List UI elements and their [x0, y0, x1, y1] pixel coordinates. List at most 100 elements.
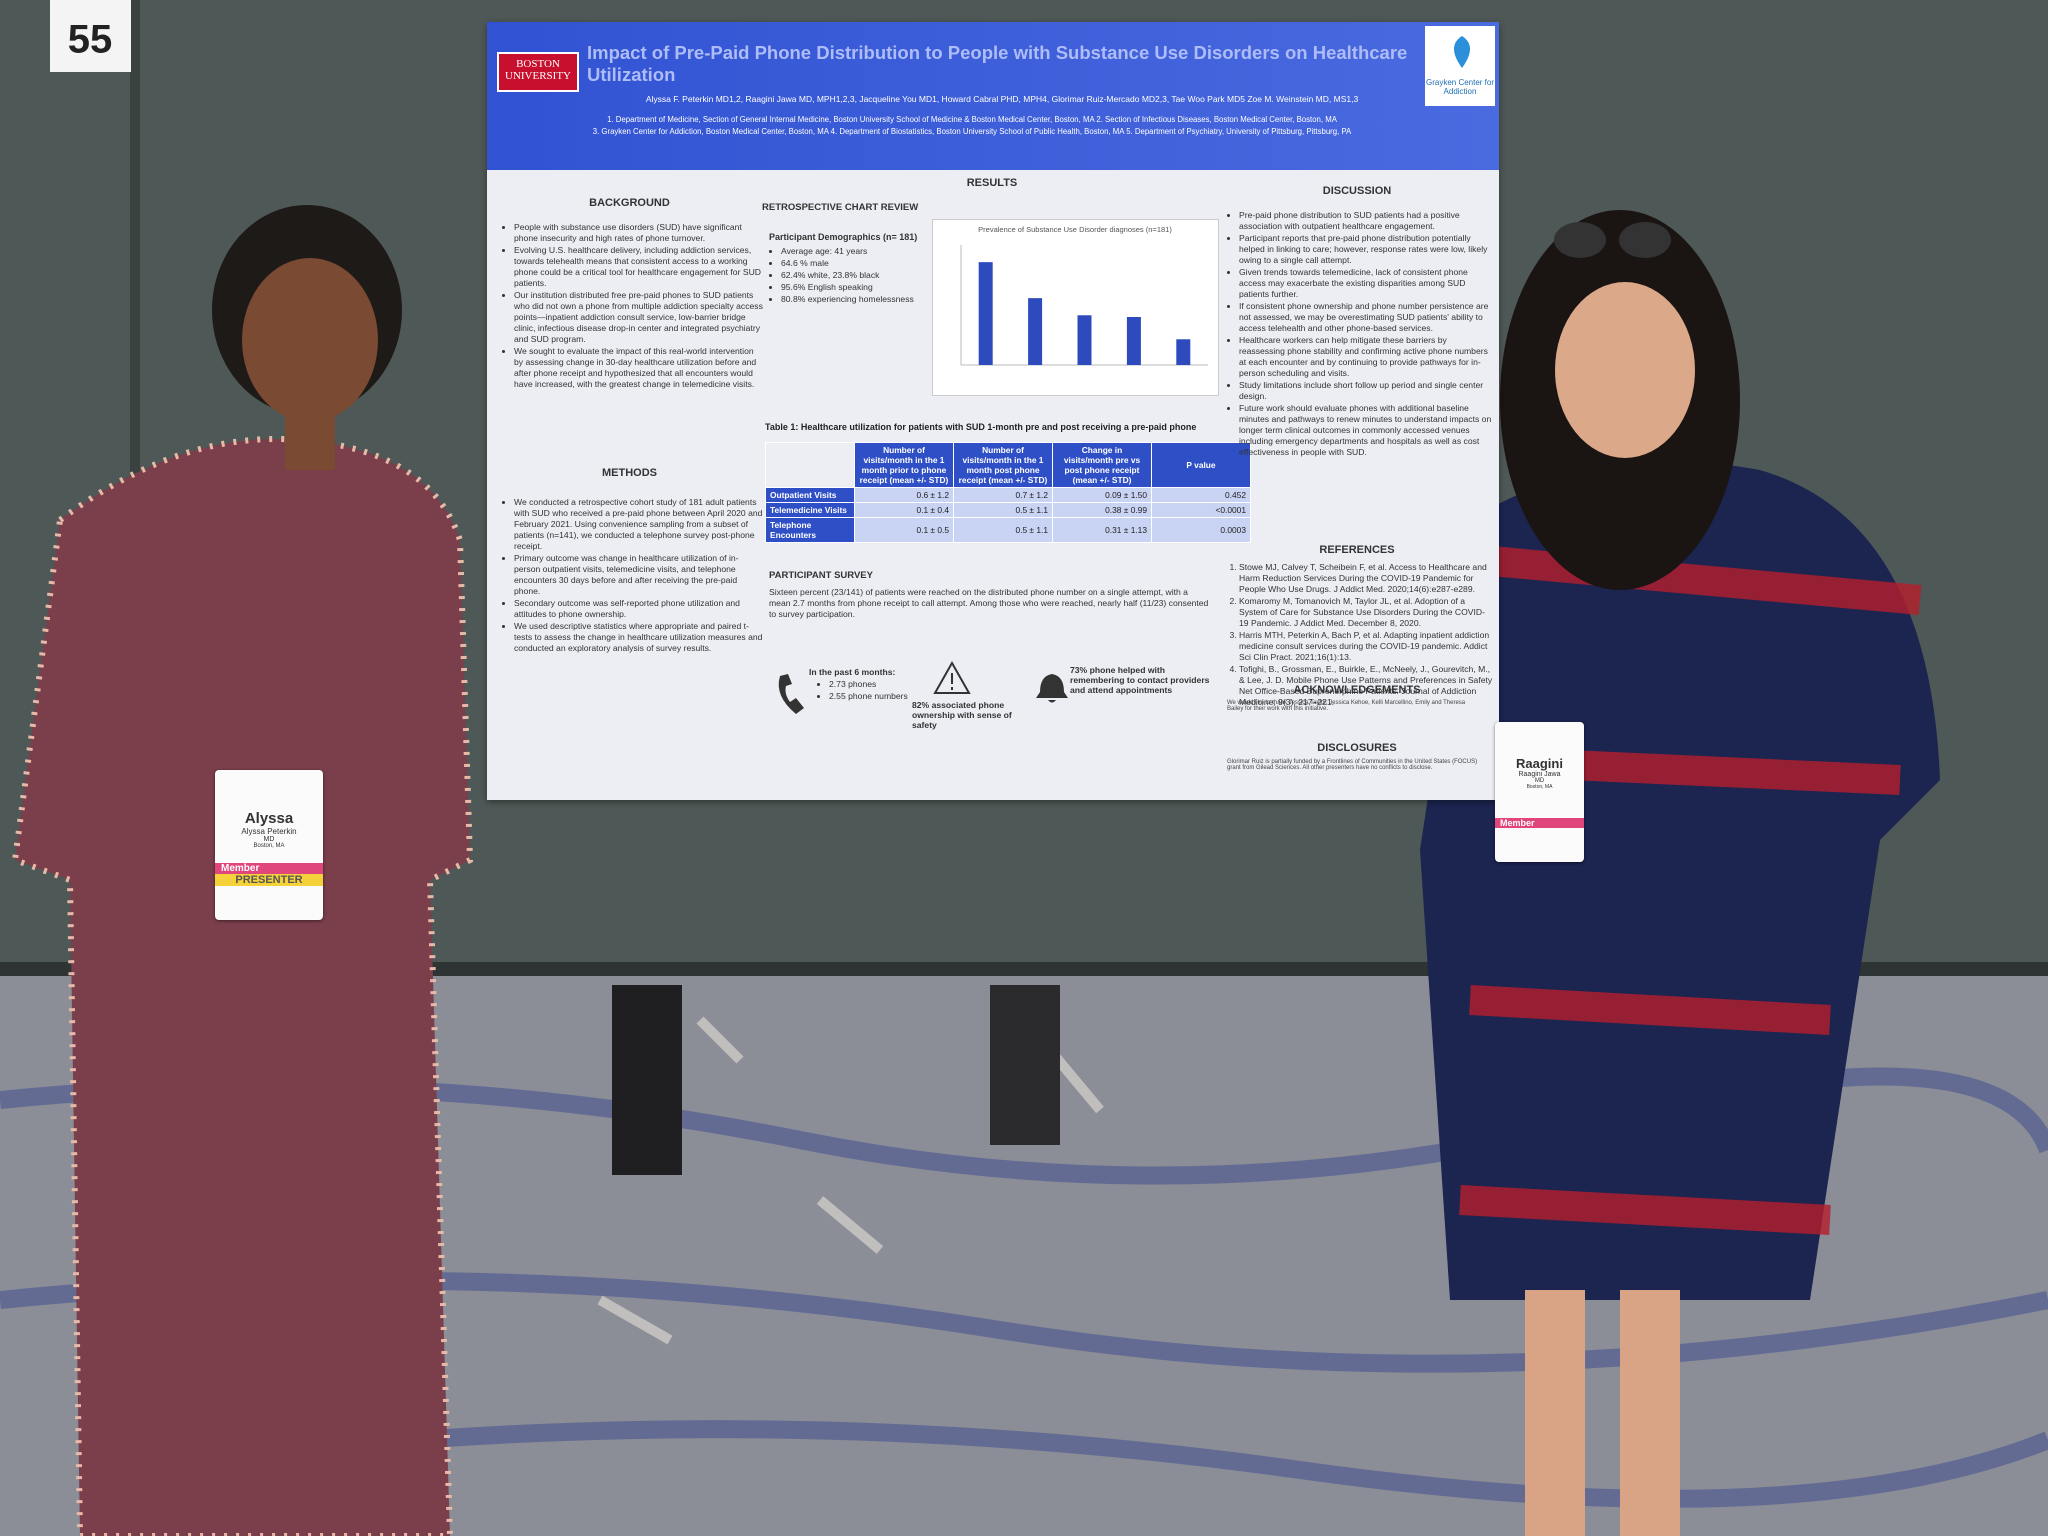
table-cell: <0.0001: [1151, 502, 1251, 518]
poster-header: BOSTON UNIVERSITY Impact of Pre-Paid Pho…: [487, 22, 1499, 170]
logo-icon: [1454, 36, 1470, 68]
list-item: Tofighi, B., Grossman, E., Buirkle, E., …: [1239, 664, 1494, 708]
name-badge: Raagini Raagini Jawa MD Boston, MA Membe…: [1495, 722, 1584, 862]
table-row: Outpatient Visits 0.6 ± 1.2 0.7 ± 1.2 0.09 …: [765, 487, 1251, 503]
poster-title: Impact of Pre-Paid Phone Distribution to…: [587, 42, 1408, 85]
dress-pattern: [1459, 545, 1922, 1235]
row-header: Outpatient Visits: [765, 487, 855, 503]
person-dress: [1420, 461, 1940, 1300]
demographics-list: Average age: 41 years64.6 % male62.4% wh…: [769, 246, 941, 306]
sunglasses: [1619, 222, 1671, 258]
list-item: We conducted a retrospective cohort stud…: [514, 497, 764, 552]
list-item: Study limitations include short follow u…: [1239, 380, 1494, 402]
badge-role: Member: [215, 863, 323, 874]
badge-tag: PRESENTER: [215, 874, 323, 886]
list-item: Healthcare workers can help mitigate the…: [1239, 335, 1494, 379]
list-item: 64.6 % male: [781, 258, 941, 269]
table-cell: 0.5 ± 1.1: [953, 502, 1053, 518]
badge-credential: MD: [1534, 778, 1545, 784]
table-cell: 0.5 ± 1.1: [953, 517, 1053, 543]
list-item: We sought to evaluate the impact of this…: [514, 346, 764, 390]
list-item: Our institution distributed free pre-pai…: [514, 290, 764, 345]
methods-list: We conducted a retrospective cohort stud…: [502, 497, 764, 655]
list-item: 80.8% experiencing homelessness: [781, 294, 941, 305]
list-item: Primary outcome was change in healthcare…: [514, 553, 764, 597]
section-heading: BACKGROUND: [589, 197, 670, 209]
sign: [50, 0, 131, 72]
list-item: 3. Grayken Center for Addiction, Boston …: [592, 127, 1352, 136]
bar-chart: Prevalence of Substance Use Disorder dia…: [932, 219, 1219, 396]
stat-text: 82% associated phone ownership with sens…: [912, 700, 1012, 730]
list-item: 2.73 phones: [829, 679, 939, 690]
badge-name: Alyssa: [244, 810, 294, 827]
disclosures-text: Glorimar Ruiz is partially funded by a F…: [1227, 759, 1478, 771]
table-cell: 0.38 ± 0.99: [1052, 502, 1152, 518]
subheading: RETROSPECTIVE CHART REVIEW: [762, 202, 919, 213]
person-dress: [15, 439, 470, 1536]
badge-city: Boston, MA: [253, 843, 285, 849]
affiliations: 1. Department of Medicine, Section of Ge…: [527, 114, 1417, 138]
badge-name: Raagini: [1516, 756, 1563, 771]
table-cell: 0.1 ± 0.5: [854, 517, 954, 543]
demographics-title: Participant Demographics (n= 181): [769, 232, 918, 242]
subheading: PARTICIPANT SURVEY: [769, 570, 873, 581]
table-caption: Table 1: Healthcare utilization for pati…: [765, 422, 1197, 432]
list-item: Given trends towards telemedicine, lack …: [1239, 267, 1494, 300]
table-cell: 0.1 ± 0.4: [854, 502, 954, 518]
stat-list: 2.73 phones2.55 phone numbers: [817, 679, 939, 703]
acknowledgements-text: We would like to thank Jessica Taylor, J…: [1227, 700, 1466, 712]
bar: [1077, 315, 1092, 365]
person-neck: [285, 410, 335, 470]
bystander-legs: [612, 985, 682, 1175]
poster: BOSTON UNIVERSITY Impact of Pre-Paid Pho…: [487, 22, 1499, 800]
results-table: Number of visits/month in the 1 month pr…: [765, 442, 1251, 543]
list-item: Pre-paid phone distribution to SUD patie…: [1239, 210, 1494, 232]
row-header: Telephone Encounters: [765, 517, 855, 543]
list-item: Average age: 41 years: [781, 246, 941, 257]
table-corner: [765, 442, 855, 488]
list-item: Stowe MJ, Calvey T, Scheibein F, et al. …: [1239, 562, 1494, 595]
carpet-pattern: [597, 1016, 1104, 1345]
discussion-list: Pre-paid phone distribution to SUD patie…: [1227, 210, 1494, 459]
badge-city: Boston, MA: [1526, 784, 1553, 790]
list-item: 2.55 phone numbers: [829, 691, 939, 702]
table-cell: 0.0003: [1151, 517, 1251, 543]
bell-icon: [1036, 674, 1068, 703]
list-item: Future work should evaluate phones with …: [1239, 403, 1494, 458]
list-item: Evolving U.S. healthcare delivery, inclu…: [514, 245, 764, 289]
sunglasses: [1554, 222, 1606, 258]
authors: Alyssa F. Peterkin MD1,2, Raagini Jawa M…: [645, 94, 1359, 104]
chart-title: Prevalence of Substance Use Disorder dia…: [978, 225, 1172, 234]
section-heading: METHODS: [602, 467, 657, 479]
row-header: Telemedicine Visits: [765, 502, 855, 518]
list-item: 1. Department of Medicine, Section of Ge…: [607, 115, 1337, 124]
university-logo: BOSTON UNIVERSITY: [497, 52, 579, 92]
badge-full-name: Raagini Jawa: [1518, 771, 1561, 778]
list-item: We used descriptive statistics where app…: [514, 621, 764, 654]
table-row: Telemedicine Visits 0.1 ± 0.4 0.5 ± 1.1 0.3…: [765, 502, 1251, 518]
table-cell: 0.31 ± 1.13: [1052, 517, 1152, 543]
section-heading: DISCUSSION: [1322, 185, 1392, 197]
name-badge: Alyssa Alyssa Peterkin MD Boston, MA Mem…: [215, 770, 323, 920]
table-row: Telephone Encounters 0.1 ± 0.5 0.5 ± 1.1 0.…: [765, 517, 1251, 543]
phone-icon: [778, 674, 804, 714]
badge-role: Member: [1495, 818, 1584, 828]
section-heading: DISCLOSURES: [1317, 742, 1397, 754]
column-header: Change in visits/month pre vs post phone…: [1052, 442, 1152, 488]
badge-full-name: Alyssa Peterkin: [241, 827, 297, 836]
table-cell: 0.6 ± 1.2: [854, 487, 954, 503]
list-item: Participant reports that pre-paid phone …: [1239, 233, 1494, 266]
person-leg: [1620, 1290, 1680, 1536]
badge-credential: MD: [263, 836, 275, 843]
person-face: [242, 258, 378, 422]
column-header: P value: [1151, 442, 1251, 488]
section-heading: REFERENCES: [1319, 544, 1395, 556]
list-item: 95.6% English speaking: [781, 282, 941, 293]
section-heading: ACKNOWLEDGEMENTS: [1293, 684, 1421, 696]
list-item: People with substance use disorders (SUD…: [514, 222, 764, 244]
table-cell: 0.452: [1151, 487, 1251, 503]
sign-number: 55: [68, 18, 113, 62]
table-cell: 0.09 ± 1.50: [1052, 487, 1152, 503]
warning-icon: [933, 660, 971, 694]
